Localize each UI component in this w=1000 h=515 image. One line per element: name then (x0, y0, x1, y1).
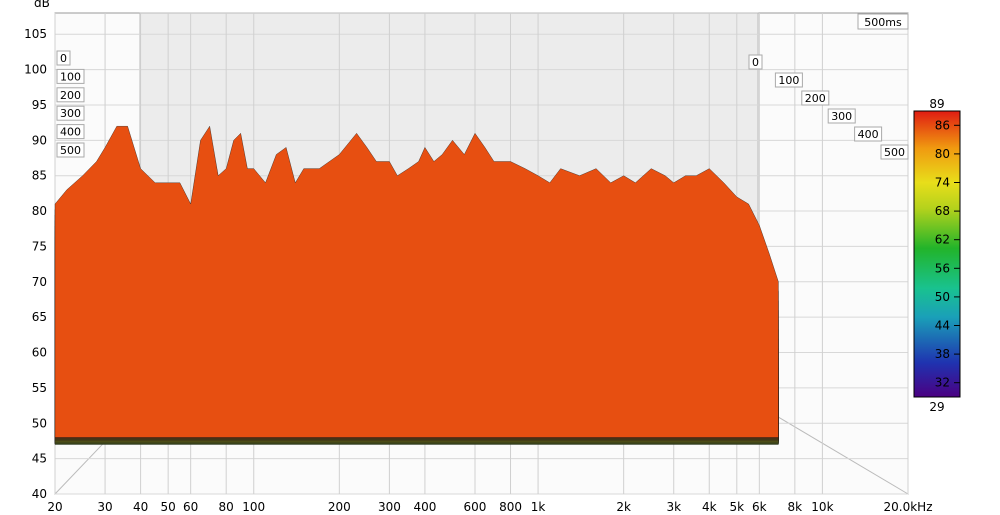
x-tick-label: 8k (788, 500, 803, 514)
y-tick-label: 90 (32, 133, 47, 147)
time-tick-box-left (56, 87, 85, 103)
x-tick-label: 20.0kHz (884, 500, 933, 514)
x-tick-label: 10k (811, 500, 833, 514)
y-tick-label: 45 (32, 452, 47, 466)
time-tick-label-left: 200 (60, 89, 81, 102)
y-axis-label: dB (34, 0, 50, 10)
colorbar-tick-label: 62 (935, 233, 950, 247)
x-tick-label: 40 (133, 500, 148, 514)
colorbar-tick-label: 80 (935, 147, 950, 161)
colorbar-max-label: 89 (929, 97, 944, 111)
colorbar-tick-label: 38 (935, 347, 950, 361)
time-tick-box-right (774, 72, 803, 88)
time-tick-label-right: 300 (831, 110, 852, 123)
time-tick-box-right (854, 126, 883, 142)
x-tick-label: 30 (97, 500, 112, 514)
time-tick-box-right (880, 144, 909, 160)
time-tick-label-right: 100 (778, 74, 799, 87)
x-tick-label: 80 (219, 500, 234, 514)
y-tick-label: 55 (32, 381, 47, 395)
time-tick-label-right: 200 (805, 92, 826, 105)
colorbar-tick-label: 86 (935, 118, 950, 132)
y-tick-label: 95 (32, 98, 47, 112)
time-tick-label-right: 0 (752, 56, 759, 69)
y-tick-label: 85 (32, 169, 47, 183)
time-tick-box-right (827, 108, 856, 124)
x-tick-label: 4k (702, 500, 717, 514)
x-tick-label: 3k (666, 500, 681, 514)
color-scale: 89 29 86 80 74 68 62 56 50 44 38 32 (913, 97, 961, 414)
x-tick-label: 400 (413, 500, 436, 514)
colorbar-min-label: 29 (929, 400, 944, 414)
y-tick-label: 65 (32, 310, 47, 324)
x-tick-label: 1k (531, 500, 546, 514)
time-tick-box-right (801, 90, 830, 106)
time-tick-label-left: 0 (60, 52, 67, 65)
colorbar-tick-label: 68 (935, 204, 950, 218)
time-tick-label-left: 400 (60, 126, 81, 139)
time-tick-box-left (56, 142, 85, 158)
x-tick-label: 6k (752, 500, 767, 514)
time-tick-label-left: 100 (60, 70, 81, 83)
waterfall-surface (54, 125, 779, 445)
colorbar-tick-label: 74 (935, 176, 950, 190)
y-tick-label: 100 (24, 63, 47, 77)
x-tick-label: 50 (161, 500, 176, 514)
x-tick-label: 600 (464, 500, 487, 514)
x-tick-label: 2k (616, 500, 631, 514)
time-tick-box-left (56, 124, 85, 140)
time-tick-label-right: 500 (884, 146, 905, 159)
colorbar-tick-label: 50 (935, 290, 950, 304)
time-tick-label-left: 500 (60, 144, 81, 157)
x-tick-label: 200 (328, 500, 351, 514)
x-tick-label: 800 (499, 500, 522, 514)
x-tick-label: 20 (47, 500, 62, 514)
x-tick-label: 5k (730, 500, 745, 514)
x-tick-label: 60 (183, 500, 198, 514)
time-tick-label-left: 300 (60, 107, 81, 120)
colorbar-tick-label: 44 (935, 319, 950, 333)
colorbar-gradient (913, 110, 961, 398)
time-tick-box-left (56, 50, 71, 66)
y-tick-label: 60 (32, 346, 47, 360)
y-tick-label: 70 (32, 275, 47, 289)
y-tick-label: 50 (32, 416, 47, 430)
x-tick-label: 300 (378, 500, 401, 514)
time-label: 500ms (864, 16, 902, 29)
colorbar-tick-label: 56 (935, 261, 950, 275)
time-tick-box-left (56, 68, 85, 84)
x-tick-label: 100 (242, 500, 265, 514)
time-tick-box-left (56, 105, 85, 121)
floor-edge-right (757, 404, 909, 495)
axes: 40 45 50 55 60 65 70 75 80 85 90 95 100 105 20 30 40 50 60… (24, 27, 932, 514)
y-tick-label: 75 (32, 239, 47, 253)
time-tick-label-right: 400 (858, 128, 879, 141)
time-label-box (857, 13, 909, 30)
waterfall-slice (54, 125, 779, 438)
colorbar-tick-label: 32 (935, 376, 950, 390)
y-tick-label: 80 (32, 204, 47, 218)
time-tick-box-right (748, 54, 763, 70)
y-tick-label: 105 (24, 27, 47, 41)
y-tick-label: 40 (32, 487, 47, 501)
